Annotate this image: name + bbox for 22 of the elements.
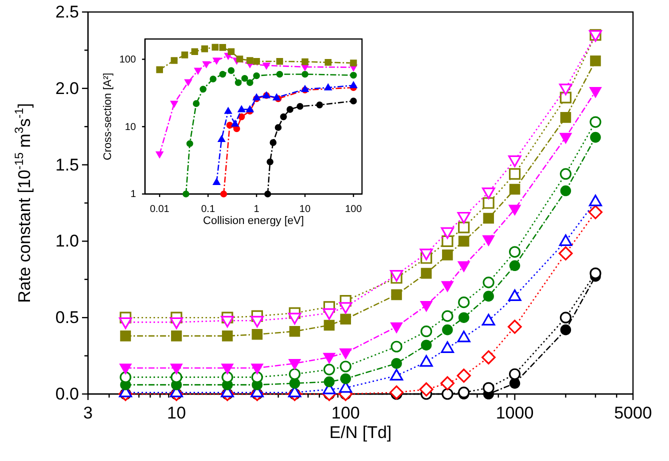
x-tick-label: 1000 — [496, 403, 534, 422]
x-tick-label: 10 — [166, 403, 186, 422]
y-tick-label: 1.0 — [55, 232, 79, 251]
y-tick-label: 1.5 — [55, 155, 79, 174]
x-tick-label: 0.01 — [150, 204, 170, 215]
x-tick-label: 100 — [331, 403, 360, 422]
y-tick-label: 1 — [130, 189, 136, 200]
x-tick-label: 100 — [345, 204, 362, 215]
x-axis-title: E/N [Td] — [329, 423, 392, 442]
y-tick-label: 2.0 — [55, 78, 79, 98]
x-tick-label: 5000 — [614, 403, 652, 422]
x-tick-label: 1 — [254, 204, 260, 215]
x-tick-label: 10 — [299, 204, 311, 215]
x-tick-label: 3 — [83, 403, 93, 422]
y-tick-label: 10 — [124, 122, 136, 133]
y-axis-title: Cross-section [A²] — [102, 72, 114, 160]
y-tick-label: 100 — [119, 54, 136, 66]
y-tick-label: 0.5 — [55, 308, 79, 328]
x-tick-label: 0.1 — [201, 204, 216, 215]
y-tick-label: 2.5 — [55, 2, 79, 22]
y-tick-label: 0.0 — [55, 384, 79, 404]
x-axis-title: Collision energy [eV] — [203, 215, 304, 227]
